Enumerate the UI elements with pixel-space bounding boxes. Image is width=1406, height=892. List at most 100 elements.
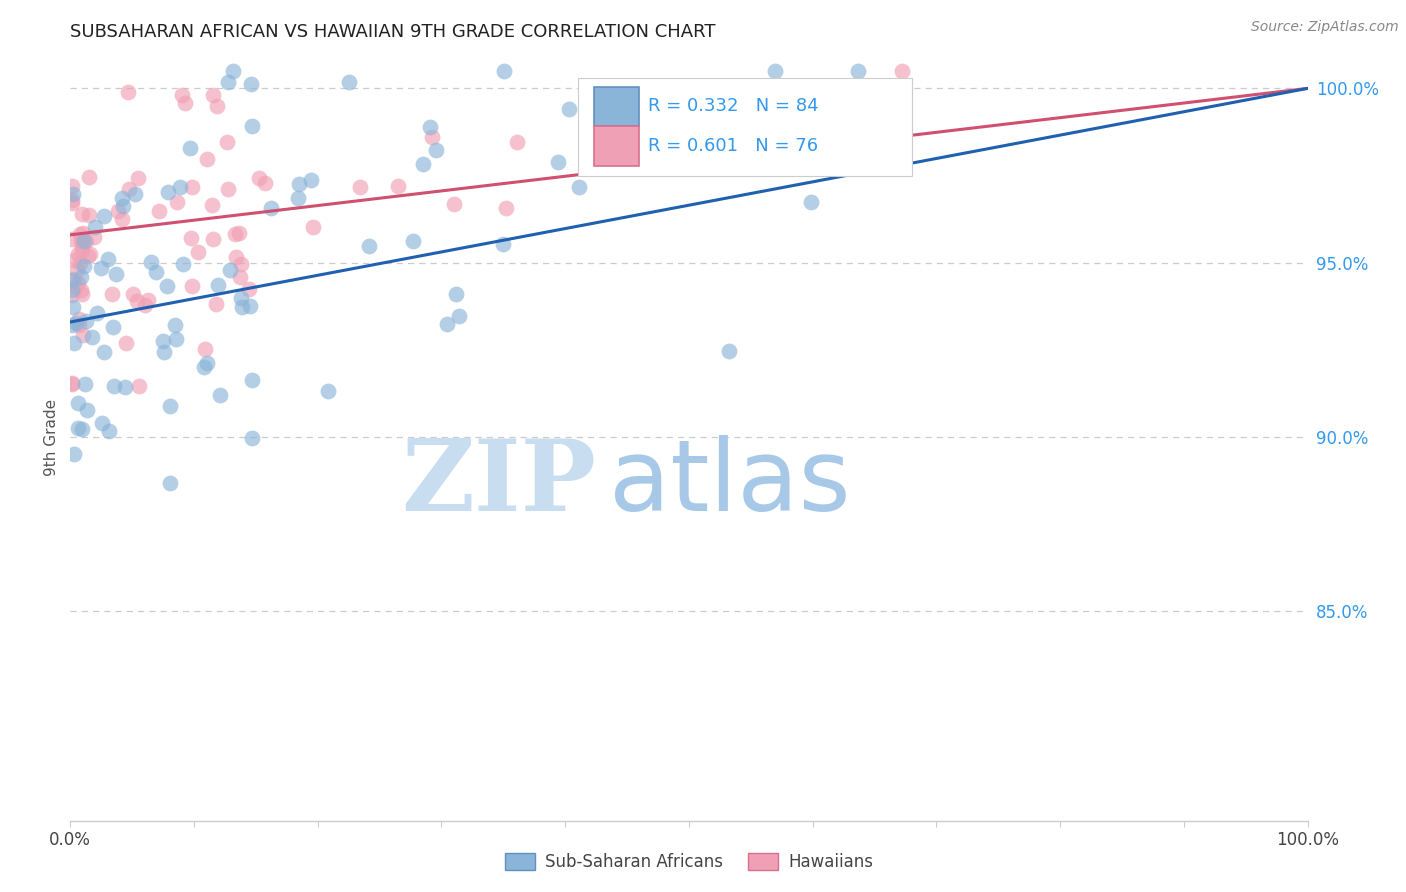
Point xyxy=(63,272,86,286)
Point xyxy=(205,297,228,311)
Point xyxy=(63,252,86,267)
Point xyxy=(209,388,232,402)
Point xyxy=(260,201,283,215)
Point xyxy=(60,376,83,391)
Point xyxy=(412,156,434,170)
Point xyxy=(101,319,124,334)
Point xyxy=(425,143,447,157)
Point xyxy=(228,226,250,240)
Point xyxy=(73,260,96,274)
Point xyxy=(65,262,87,277)
Text: R = 0.332   N = 84: R = 0.332 N = 84 xyxy=(648,97,818,115)
Point xyxy=(67,311,90,326)
Point xyxy=(231,291,253,305)
Point xyxy=(70,235,93,249)
Point xyxy=(195,152,218,166)
Point xyxy=(172,257,194,271)
Point xyxy=(70,422,93,436)
FancyBboxPatch shape xyxy=(593,127,640,166)
Point xyxy=(247,170,270,185)
Point xyxy=(76,402,98,417)
Point xyxy=(201,197,224,211)
Point xyxy=(60,178,83,193)
Point xyxy=(419,120,441,134)
Point xyxy=(101,287,124,301)
Point xyxy=(117,85,139,99)
Point xyxy=(181,279,204,293)
Point xyxy=(800,194,823,209)
Text: SUBSAHARAN AFRICAN VS HAWAIIAN 9TH GRADE CORRELATION CHART: SUBSAHARAN AFRICAN VS HAWAIIAN 9TH GRADE… xyxy=(70,23,716,41)
Point xyxy=(77,169,100,184)
Point xyxy=(83,220,105,235)
Point xyxy=(139,255,162,269)
Text: ZIP: ZIP xyxy=(401,434,596,532)
Point xyxy=(357,239,380,253)
Point xyxy=(225,250,247,264)
Point xyxy=(97,252,120,267)
Point xyxy=(612,147,634,161)
Point xyxy=(60,196,83,211)
Point xyxy=(60,193,83,207)
Y-axis label: 9th Grade: 9th Grade xyxy=(44,399,59,475)
Point xyxy=(118,182,141,196)
Point xyxy=(75,234,97,248)
Point xyxy=(70,283,93,297)
Point xyxy=(90,261,112,276)
Point xyxy=(156,279,179,293)
Point xyxy=(127,170,149,185)
Point xyxy=(240,77,263,91)
Point xyxy=(436,318,458,332)
Point xyxy=(402,234,425,248)
Point xyxy=(492,237,515,252)
Point xyxy=(846,64,869,78)
Point xyxy=(125,293,148,308)
Point xyxy=(115,336,138,351)
Point xyxy=(136,293,159,307)
Point xyxy=(60,288,83,302)
Point xyxy=(86,306,108,320)
Point xyxy=(69,256,91,270)
Point xyxy=(77,208,100,222)
Point xyxy=(62,186,84,201)
Point xyxy=(187,244,209,259)
Point xyxy=(288,177,311,191)
Point xyxy=(145,265,167,279)
Point xyxy=(69,227,91,241)
Point xyxy=(568,180,591,194)
Point xyxy=(717,343,740,358)
Point xyxy=(890,64,912,78)
Point xyxy=(420,129,443,144)
Point xyxy=(449,309,471,323)
Point xyxy=(67,276,90,290)
Text: atlas: atlas xyxy=(609,434,851,532)
Point xyxy=(60,318,83,333)
Point xyxy=(159,476,181,491)
Point xyxy=(67,421,90,435)
Point xyxy=(557,102,579,116)
Point xyxy=(152,334,174,348)
Point xyxy=(62,300,84,314)
Point xyxy=(174,95,197,110)
Point xyxy=(72,227,94,241)
Point xyxy=(60,273,83,287)
Point xyxy=(70,207,93,221)
Point xyxy=(111,191,134,205)
Point xyxy=(97,424,120,438)
Point xyxy=(75,314,97,328)
Point xyxy=(172,87,194,102)
Point xyxy=(495,201,517,215)
Point xyxy=(83,230,105,244)
Point xyxy=(165,318,187,333)
Point xyxy=(180,231,202,245)
Point xyxy=(79,247,101,261)
Point xyxy=(194,343,217,357)
FancyBboxPatch shape xyxy=(578,78,911,177)
Point xyxy=(240,431,263,445)
Point xyxy=(229,257,252,271)
Point xyxy=(60,284,83,298)
Point xyxy=(228,270,250,285)
Point xyxy=(202,88,225,103)
Point xyxy=(67,318,90,333)
Point xyxy=(148,204,170,219)
Point xyxy=(240,372,263,386)
